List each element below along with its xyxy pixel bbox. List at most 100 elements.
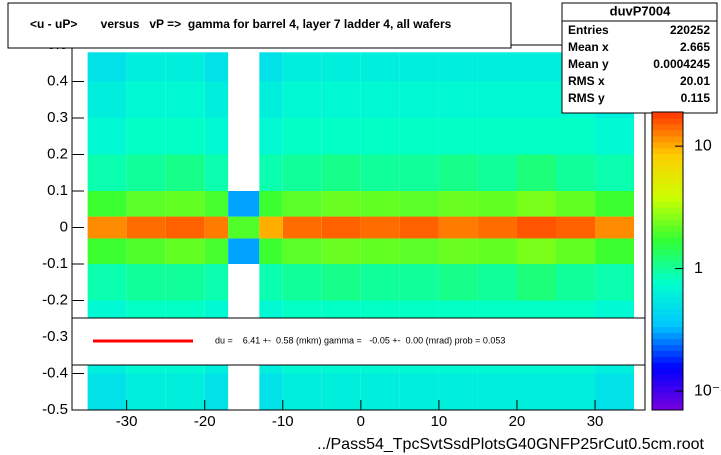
heat-cell — [204, 238, 229, 264]
heat-cell — [126, 191, 166, 217]
axes: -30 -20 -10 0 10 20 30 -0.5 -0.4 -0.3 -0.2 -0.1 0 0.1… — [42, 36, 603, 430]
stats-label: Mean y — [568, 57, 609, 71]
title-box — [7, 2, 512, 49]
stats-label: Mean x — [568, 40, 609, 54]
heat-cell — [321, 118, 361, 155]
color-bar-step — [652, 404, 683, 411]
heat-cell — [228, 52, 259, 81]
heat-cell — [165, 154, 205, 191]
heat-cell — [165, 81, 205, 118]
y-tick-label: 0.2 — [47, 145, 68, 162]
color-bar-step — [652, 237, 683, 244]
heat-cell — [204, 373, 229, 410]
color-bar-step — [652, 189, 683, 196]
y-tick-label: -0.2 — [42, 291, 68, 308]
heat-cell — [282, 264, 322, 301]
heat-cell — [126, 154, 166, 191]
heat-cell — [204, 154, 229, 191]
heat-cell — [360, 216, 400, 239]
y-tick-label: -0.3 — [42, 328, 68, 345]
heat-cell — [360, 154, 400, 191]
stats-value: 220252 — [670, 23, 710, 37]
heat-cell — [360, 191, 400, 217]
heat-cell — [165, 216, 205, 239]
heat-cell — [204, 52, 229, 82]
color-bar-step — [652, 338, 683, 345]
heat-cell — [477, 238, 517, 264]
color-bar-step — [652, 159, 683, 167]
color-bar-step — [652, 171, 683, 179]
color-bar-step — [652, 249, 683, 256]
color-bar-step — [652, 362, 683, 369]
heat-cell — [228, 82, 259, 119]
heat-cell — [228, 191, 260, 217]
heat-cell — [477, 81, 517, 118]
stats-value: 0.115 — [681, 91, 711, 105]
y-tick-label: 0.3 — [47, 109, 68, 126]
heat-cell — [259, 191, 283, 217]
heat-cell — [87, 264, 127, 301]
heat-cell — [399, 264, 439, 301]
heat-cell — [165, 264, 205, 301]
y-tick-label: -0.5 — [42, 401, 68, 418]
heat-cell — [126, 264, 166, 301]
heat-cell — [595, 238, 635, 264]
x-tick-label: -20 — [194, 413, 216, 430]
heat-cell — [438, 191, 478, 217]
heat-cell — [399, 81, 439, 118]
heat-cell — [556, 216, 596, 239]
heat-cell — [282, 52, 322, 82]
heat-cell — [516, 154, 557, 191]
stats-value: 20.01 — [680, 74, 710, 88]
stats-label: RMS x — [568, 74, 605, 88]
heat-cell — [360, 264, 400, 301]
color-bar-step — [652, 129, 683, 137]
heat-cell — [87, 238, 127, 264]
heat-cell — [87, 216, 127, 239]
color-bar-step — [652, 153, 683, 161]
color-bar-step — [652, 165, 683, 173]
heat-cell — [259, 264, 283, 301]
heat-cell — [360, 52, 400, 82]
color-bar-step — [652, 326, 683, 334]
heat-cell — [556, 191, 596, 217]
heat-cell — [282, 154, 322, 191]
heat-cell — [204, 216, 229, 239]
heat-cell — [204, 118, 229, 155]
heat-cell — [165, 373, 205, 410]
color-bar-step — [652, 308, 683, 316]
heat-cell — [516, 118, 557, 155]
color-bar-step — [652, 195, 683, 202]
heat-cell — [228, 118, 259, 155]
heat-cell — [126, 238, 166, 264]
heat-cell — [165, 52, 205, 82]
heat-cell — [595, 216, 635, 239]
heat-cell — [126, 118, 166, 155]
heat-cell — [360, 373, 400, 410]
heat-cell — [477, 118, 517, 155]
heat-cell — [165, 191, 205, 217]
heat-cell — [321, 216, 361, 239]
heat-cell — [282, 191, 322, 217]
heat-cell — [556, 118, 596, 155]
y-tick-label: 0.1 — [47, 182, 68, 199]
heat-cell — [516, 52, 557, 82]
heat-cell — [228, 216, 260, 239]
color-bar-step — [652, 284, 683, 292]
color-bar-step — [652, 320, 683, 328]
heat-cell — [204, 264, 229, 301]
color-bar-step — [652, 380, 683, 387]
color-bar-step — [652, 255, 683, 262]
x-tick-label: 0 — [357, 413, 365, 430]
color-bar-step — [652, 296, 683, 304]
heat-cell — [259, 81, 283, 118]
heat-cell — [477, 154, 517, 191]
heat-cell — [516, 81, 557, 118]
heat-cell — [360, 238, 400, 264]
heat-cell — [321, 238, 361, 264]
heat-cell — [477, 264, 517, 301]
z-tick-label: 10⁻¹ — [694, 382, 721, 399]
heat-cell — [228, 155, 259, 192]
heat-cell — [87, 118, 127, 155]
heat-cell — [399, 154, 439, 191]
